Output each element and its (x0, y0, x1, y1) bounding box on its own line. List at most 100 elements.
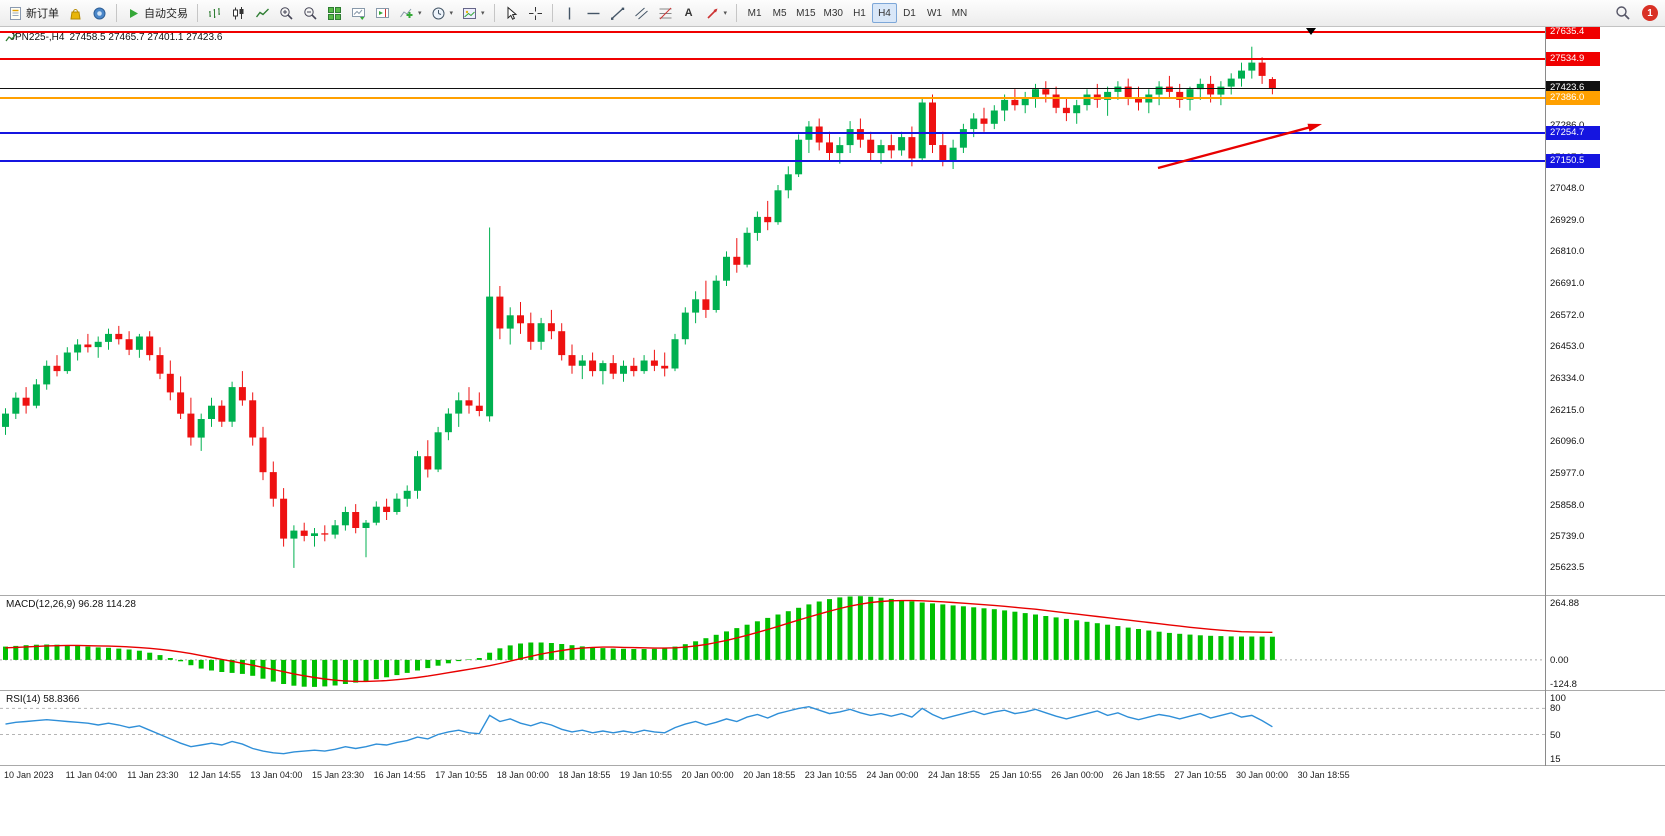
indicators-button[interactable]: ▾ (395, 2, 426, 24)
trendline-button[interactable] (606, 2, 629, 24)
timeframe-m30-button[interactable]: M30 (820, 3, 847, 23)
top-toolbar: 新订单 自动交易 ▾ ▾ ▾ A ▾ (0, 0, 1665, 27)
time-label: 27 Jan 10:55 (1174, 770, 1227, 780)
current-price-line[interactable] (0, 87, 1545, 89)
macd-tick: 0.00 (1550, 654, 1569, 666)
bar-chart-button[interactable] (203, 2, 226, 24)
horizontal-line-icon (586, 6, 601, 21)
cursor-button[interactable] (500, 2, 523, 24)
trend-arrow-annotation[interactable] (1157, 123, 1322, 170)
annotations-layer (1157, 123, 1322, 170)
ohlc-values: 27458.5 27465.7 27401.1 27423.6 (69, 32, 223, 43)
candlestick-chart-button[interactable] (227, 2, 250, 24)
tile-windows-button[interactable] (323, 2, 346, 24)
zoom-out-button[interactable] (299, 2, 322, 24)
candlestick-chart-icon (231, 6, 246, 21)
timeframe-h4-button[interactable]: H4 (871, 3, 897, 24)
price-chart-pane[interactable]: JPN225-,H4 27458.5 27465.7 27401.1 27423… (0, 27, 1545, 595)
channel-button[interactable] (630, 2, 653, 24)
price-tick: 27286.0 (1550, 120, 1584, 131)
time-label: 11 Jan 23:30 (127, 770, 179, 780)
zoom-in-icon (279, 6, 294, 21)
zoom-in-button[interactable] (275, 2, 298, 24)
price-tick: 26691.0 (1550, 278, 1585, 290)
time-label: 10 Jan 2023 (4, 770, 54, 780)
resistance-line-upper[interactable] (0, 30, 1545, 33)
timeframe-m1-button[interactable]: M1 (742, 3, 767, 23)
auto-trading-button[interactable]: 自动交易 (122, 2, 192, 24)
support-line-lower[interactable] (0, 159, 1545, 162)
time-label: 30 Jan 00:00 (1236, 770, 1289, 780)
community-button[interactable] (88, 2, 111, 24)
price-tick: 26810.0 (1550, 246, 1585, 258)
market-button[interactable] (64, 2, 87, 24)
time-label: 17 Jan 10:55 (435, 770, 488, 780)
time-label: 24 Jan 18:55 (928, 770, 981, 780)
auto-trading-icon (126, 6, 141, 21)
timeframe-mn-button[interactable]: MN (947, 3, 972, 23)
timeframe-m15-button[interactable]: M15 (792, 3, 819, 23)
time-label: 18 Jan 00:00 (496, 770, 549, 780)
time-label: 11 Jan 04:00 (65, 770, 117, 780)
price-tick: 26453.0 (1550, 341, 1585, 353)
rsi-tick: 80 (1550, 703, 1561, 715)
time-label: 26 Jan 18:55 (1112, 770, 1165, 780)
chart-shift-icon (375, 6, 390, 21)
pane-separator[interactable] (0, 690, 1665, 691)
support-line-upper[interactable] (0, 132, 1545, 135)
pane-separator[interactable] (0, 595, 1665, 596)
templates-button[interactable]: ▾ (458, 2, 489, 24)
timeframe-d1-button[interactable]: D1 (897, 3, 922, 23)
price-axis[interactable]: 27643.027524.027405.027286.027167.027048… (1546, 27, 1665, 595)
notification-badge[interactable]: 1 (1642, 5, 1658, 21)
pivot-line-orange[interactable] (0, 97, 1545, 100)
symbol-info: JPN225-,H4 27458.5 27465.7 27401.1 27423… (5, 32, 222, 43)
pane-separator (0, 765, 1665, 766)
object-marker-triangle[interactable] (1306, 28, 1316, 35)
fibonacci-button[interactable] (654, 2, 677, 24)
vertical-line-button[interactable] (558, 2, 581, 24)
timeframe-m5-button[interactable]: M5 (767, 3, 792, 23)
macd-axis[interactable]: 264.88 0.00 -124.8 (1546, 596, 1665, 690)
chart-shift-button[interactable] (371, 2, 394, 24)
price-tick: 26096.0 (1550, 436, 1585, 448)
price-tick: 26334.0 (1550, 373, 1585, 384)
shapes-button[interactable]: ▾ (701, 2, 732, 24)
auto-scroll-icon (351, 6, 366, 21)
rsi-axis[interactable]: 100 80 50 15 (1546, 691, 1665, 765)
timeframe-h1-button[interactable]: H1 (847, 3, 872, 23)
chevron-down-icon: ▾ (481, 10, 485, 17)
cursor-icon (504, 5, 519, 21)
search-button[interactable] (1611, 2, 1635, 24)
rsi-pane[interactable]: RSI(14) 58.8366 (0, 691, 1545, 765)
channel-icon (634, 6, 649, 21)
price-tick: 26929.0 (1550, 214, 1585, 226)
text-tool-button[interactable]: A (678, 2, 700, 24)
time-label: 23 Jan 10:55 (804, 770, 857, 780)
resistance-line-lower[interactable] (0, 57, 1545, 60)
vertical-line-icon (562, 6, 577, 21)
crosshair-button[interactable] (524, 2, 547, 24)
time-label: 30 Jan 18:55 (1297, 770, 1350, 780)
time-axis[interactable]: 10 Jan 2023 11 Jan 04:00 11 Jan 23:30 12 Ja… (0, 766, 1665, 789)
price-tick: 26215.0 (1550, 404, 1585, 416)
community-icon (92, 6, 107, 21)
time-label: 12 Jan 14:55 (188, 770, 241, 780)
rsi-tick: 100 (1550, 693, 1566, 704)
price-tick: 25977.0 (1550, 467, 1585, 479)
new-order-button[interactable]: 新订单 (4, 2, 63, 24)
horizontal-line-button[interactable] (582, 2, 605, 24)
rsi-chart (0, 705, 1545, 755)
periods-button[interactable]: ▾ (427, 2, 458, 24)
macd-pane[interactable]: MACD(12,26,9) 96.28 114.28 (0, 596, 1545, 690)
price-tick: 27048.0 (1550, 183, 1585, 195)
time-label: 19 Jan 10:55 (620, 770, 673, 780)
time-label: 15 Jan 23:30 (312, 770, 365, 780)
line-chart-button[interactable] (251, 2, 274, 24)
symbol-period-label: JPN225-,H4 (10, 32, 65, 43)
macd-tick: 264.88 (1550, 598, 1580, 609)
timeframe-w1-button[interactable]: W1 (922, 3, 947, 23)
macd-tick: -124.8 (1550, 679, 1577, 690)
auto-scroll-button[interactable] (347, 2, 370, 24)
